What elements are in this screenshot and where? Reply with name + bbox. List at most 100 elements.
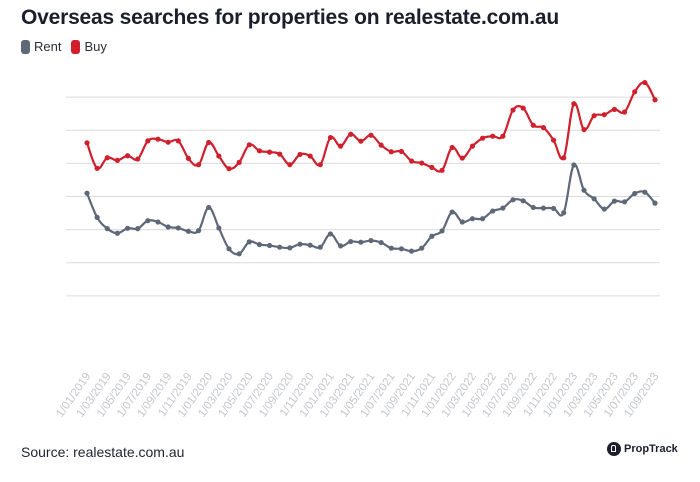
data-point-rent	[287, 245, 293, 251]
data-point-buy	[561, 155, 567, 161]
data-point-buy	[408, 158, 415, 164]
data-point-buy	[216, 153, 222, 159]
data-point-rent	[175, 225, 181, 231]
data-point-buy	[642, 79, 648, 86]
series-lines	[84, 79, 658, 257]
data-point-rent	[297, 241, 303, 247]
data-point-buy	[145, 138, 151, 144]
data-point-rent	[185, 228, 192, 234]
data-point-buy	[135, 156, 141, 162]
data-point-buy	[571, 101, 577, 107]
data-point-rent	[165, 224, 171, 230]
proptrack-logo-icon	[607, 442, 621, 456]
data-point-rent	[277, 244, 283, 250]
data-point-buy	[581, 126, 587, 133]
data-point-buy	[429, 164, 435, 170]
data-point-buy	[540, 125, 547, 131]
data-point-buy	[195, 162, 202, 168]
data-point-rent	[206, 204, 212, 211]
data-point-buy	[621, 109, 628, 115]
data-point-buy	[114, 157, 121, 163]
data-point-rent	[561, 210, 567, 216]
data-point-buy	[256, 148, 263, 154]
data-point-buy	[439, 167, 445, 173]
data-point-buy	[104, 155, 110, 161]
line-chart: 1/01/20191/03/20191/05/20191/07/20191/09…	[54, 79, 661, 420]
data-point-rent	[419, 245, 425, 251]
data-point-rent	[94, 214, 100, 220]
data-point-rent	[317, 244, 323, 250]
data-point-buy	[165, 139, 171, 145]
data-point-rent	[540, 205, 547, 211]
data-point-rent	[429, 233, 435, 239]
data-point-buy	[94, 165, 100, 171]
data-point-rent	[581, 187, 587, 193]
data-point-rent	[510, 197, 516, 203]
data-point-buy	[84, 140, 90, 146]
data-point-buy	[459, 155, 465, 161]
data-point-buy	[550, 137, 557, 143]
data-point-rent	[348, 238, 354, 245]
data-point-rent	[246, 239, 252, 245]
data-point-buy	[206, 139, 212, 146]
data-point-rent	[358, 239, 364, 245]
data-point-buy	[449, 144, 455, 151]
series-line-buy	[85, 81, 656, 173]
data-point-rent	[449, 209, 455, 215]
data-point-rent	[124, 225, 131, 231]
data-point-rent	[104, 226, 110, 232]
data-point-rent	[642, 189, 648, 195]
data-point-buy	[348, 131, 354, 137]
data-point-buy	[226, 166, 232, 172]
data-point-buy	[591, 113, 597, 119]
data-point-rent	[632, 190, 638, 197]
data-point-rent	[155, 219, 161, 225]
data-point-rent	[266, 242, 273, 249]
data-point-buy	[246, 142, 252, 148]
data-point-rent	[520, 198, 526, 204]
data-point-rent	[145, 218, 151, 224]
data-point-rent	[337, 243, 344, 249]
legend-swatch-buy	[71, 39, 81, 54]
data-point-rent	[226, 246, 232, 252]
data-point-buy	[287, 162, 293, 168]
data-point-buy	[358, 138, 364, 144]
data-point-rent	[135, 226, 141, 232]
data-point-buy	[368, 132, 374, 138]
data-point-rent	[398, 246, 405, 252]
data-point-rent	[550, 205, 557, 212]
data-point-rent	[216, 225, 222, 231]
data-point-buy	[632, 89, 638, 95]
data-point-buy	[510, 107, 516, 113]
data-point-rent	[611, 198, 618, 204]
data-point-rent	[621, 199, 628, 205]
data-point-rent	[652, 200, 658, 206]
data-point-buy	[601, 112, 607, 118]
data-point-buy	[297, 151, 303, 158]
data-point-rent	[388, 245, 394, 251]
series-buy	[84, 79, 658, 173]
data-point-buy	[479, 135, 486, 141]
source-note: Source: realestate.com.au	[21, 444, 185, 460]
legend-item-buy: Buy	[71, 39, 107, 54]
data-point-buy	[490, 133, 496, 139]
legend-label-buy: Buy	[84, 39, 107, 54]
data-point-rent	[368, 237, 374, 244]
data-point-rent	[256, 241, 263, 248]
data-point-rent	[469, 216, 476, 222]
data-point-rent	[459, 219, 465, 225]
brand-name: PropTrack	[624, 443, 678, 455]
data-point-buy	[398, 148, 405, 155]
data-point-buy	[307, 153, 313, 159]
data-point-rent	[327, 231, 334, 237]
data-point-buy	[520, 105, 526, 111]
x-axis-ticks: 1/01/20191/03/20191/05/20191/07/20191/09…	[54, 371, 661, 420]
data-point-buy	[419, 160, 425, 166]
data-point-rent	[601, 206, 607, 212]
data-point-rent	[195, 228, 202, 234]
data-point-rent	[439, 228, 445, 234]
data-point-buy	[236, 159, 242, 165]
data-point-buy	[337, 143, 344, 149]
legend-label-rent: Rent	[34, 39, 62, 54]
data-point-buy	[378, 142, 384, 148]
